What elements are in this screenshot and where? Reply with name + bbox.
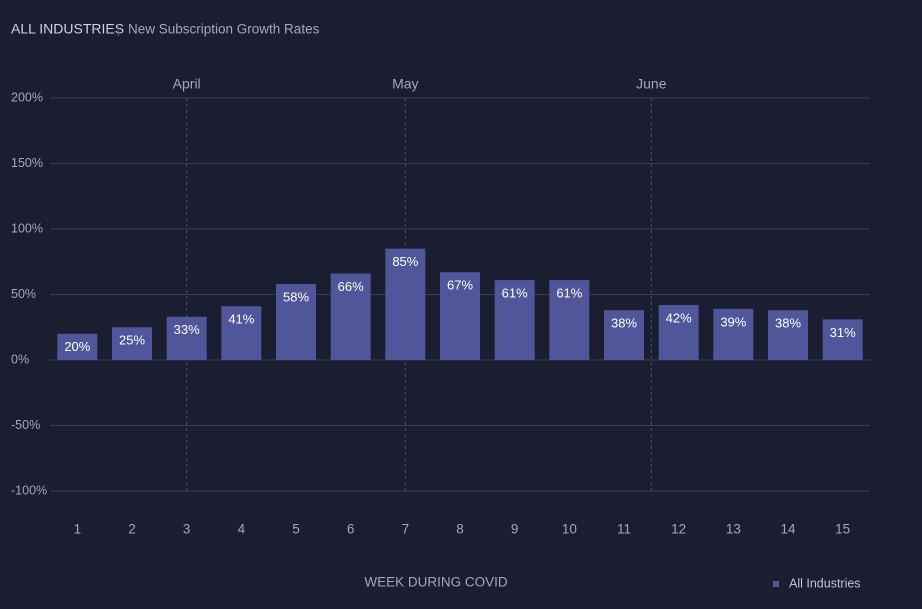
bar <box>221 306 262 360</box>
data-label: 31% <box>830 325 856 340</box>
data-label: 42% <box>666 310 692 325</box>
x-tick-label: 7 <box>402 522 410 537</box>
month-label: May <box>392 76 418 92</box>
x-tick-label: 15 <box>835 522 850 537</box>
data-label: 25% <box>119 333 145 348</box>
x-axis-label: WEEK DURING COVID <box>364 575 508 590</box>
x-tick-label: 3 <box>183 522 191 537</box>
bar <box>276 284 316 360</box>
x-tick-label: 12 <box>671 522 686 537</box>
y-tick-label: 0% <box>11 352 29 366</box>
bar <box>330 273 371 360</box>
bar <box>822 319 863 360</box>
data-label: 67% <box>447 278 473 293</box>
x-tick-label: 4 <box>238 522 246 537</box>
y-tick-label: 100% <box>11 221 43 235</box>
month-label: June <box>636 76 667 92</box>
x-tick-label: 11 <box>617 522 631 537</box>
bar <box>494 280 535 360</box>
x-tick-label: 5 <box>292 522 300 537</box>
bar <box>604 310 644 360</box>
x-tick-label: 6 <box>347 522 355 537</box>
data-label: 20% <box>64 339 90 354</box>
x-tick-label: 2 <box>128 522 136 537</box>
month-label: April <box>173 76 201 92</box>
bar <box>166 316 207 360</box>
x-tick-label: 8 <box>456 522 464 537</box>
data-label: 38% <box>775 316 801 331</box>
data-label: 66% <box>338 279 364 294</box>
x-tick-label: 10 <box>562 522 577 537</box>
data-label: 58% <box>283 289 309 304</box>
data-label: 61% <box>556 286 582 301</box>
data-label: 41% <box>228 312 254 327</box>
y-tick-label: -50% <box>11 418 40 432</box>
x-tick-label: 13 <box>726 522 741 537</box>
chart-title: ALL INDUSTRIES <box>11 21 124 37</box>
legend-label: All Industries <box>789 576 861 590</box>
data-label: 85% <box>392 254 418 269</box>
bar <box>385 248 426 360</box>
data-label: 33% <box>174 322 200 337</box>
y-tick-label: 200% <box>11 90 43 104</box>
bar <box>768 310 808 360</box>
chart-subtitle: New Subscription Growth Rates <box>128 22 320 37</box>
data-label: 39% <box>720 314 746 329</box>
x-tick-label: 14 <box>780 522 796 537</box>
bar <box>549 280 590 360</box>
y-tick-label: 50% <box>11 287 36 301</box>
x-tick-label: 1 <box>74 522 82 537</box>
bar <box>57 333 98 360</box>
data-label: 61% <box>502 286 528 301</box>
x-tick-label: 9 <box>511 522 519 537</box>
bar <box>713 308 754 360</box>
y-tick-label: 150% <box>11 156 43 170</box>
legend-swatch <box>773 581 779 587</box>
bar <box>112 327 152 360</box>
bar <box>658 304 699 360</box>
data-label: 38% <box>611 316 637 331</box>
y-tick-label: -100% <box>11 483 47 497</box>
bar <box>440 272 480 360</box>
